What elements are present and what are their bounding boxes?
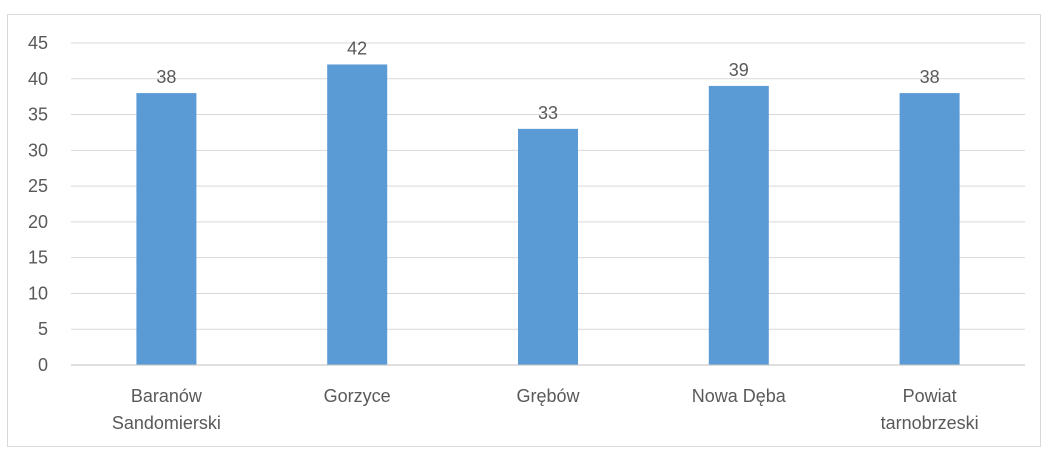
bar <box>136 93 197 365</box>
y-axis-tick-labels: 0 5 10 15 20 25 30 35 40 45 <box>28 33 48 375</box>
chart-frame <box>7 14 1041 447</box>
y-tick-label: 5 <box>38 319 48 339</box>
y-tick-label: 30 <box>28 140 48 160</box>
data-label: 33 <box>538 103 558 123</box>
y-tick-label: 40 <box>28 69 48 89</box>
data-label: 38 <box>156 67 176 87</box>
y-tick-label: 15 <box>28 248 48 268</box>
x-category-label: Grębów <box>516 386 580 406</box>
y-tick-label: 45 <box>28 33 48 53</box>
bar <box>518 128 578 365</box>
x-category-label: tarnobrzeski <box>881 413 979 433</box>
x-category-label: Powiat <box>903 386 957 406</box>
x-category-label: Gorzyce <box>324 386 391 406</box>
data-label: 39 <box>729 60 749 80</box>
y-tick-label: 10 <box>28 283 48 303</box>
gridlines <box>71 42 1025 330</box>
bar <box>708 85 769 365</box>
y-tick-label: 35 <box>28 105 48 125</box>
data-labels: 38 42 33 39 38 <box>156 38 939 122</box>
data-label: 38 <box>920 67 940 87</box>
x-category-label: Sandomierski <box>112 413 221 433</box>
data-label: 42 <box>347 38 367 58</box>
bar <box>327 64 388 365</box>
x-axis-category-labels: Baranów Sandomierski Gorzyce Grębów Nowa Dęb… <box>112 386 979 433</box>
y-tick-label: 20 <box>28 212 48 232</box>
bar <box>899 93 960 365</box>
x-category-label: Baranów <box>131 386 203 406</box>
y-tick-label: 25 <box>28 176 48 196</box>
y-tick-label: 0 <box>38 355 48 375</box>
bars <box>136 64 960 365</box>
x-category-label: Nowa Dęba <box>692 386 787 406</box>
